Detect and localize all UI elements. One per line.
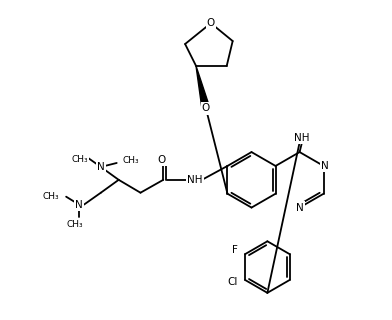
Text: O: O bbox=[202, 103, 210, 114]
Text: N: N bbox=[75, 200, 83, 210]
Text: NH: NH bbox=[294, 133, 309, 143]
Text: O: O bbox=[157, 155, 165, 165]
Text: CH₃: CH₃ bbox=[67, 220, 83, 229]
Text: O: O bbox=[207, 18, 215, 28]
Text: CH₃: CH₃ bbox=[72, 155, 88, 164]
Text: CH₃: CH₃ bbox=[123, 156, 139, 165]
Text: NH: NH bbox=[187, 175, 203, 185]
Text: F: F bbox=[232, 245, 238, 255]
Text: N: N bbox=[321, 161, 328, 171]
Text: CH₃: CH₃ bbox=[43, 192, 59, 201]
Text: N: N bbox=[97, 162, 105, 172]
Polygon shape bbox=[196, 66, 210, 109]
Text: N: N bbox=[296, 203, 303, 212]
Text: Cl: Cl bbox=[228, 277, 238, 287]
